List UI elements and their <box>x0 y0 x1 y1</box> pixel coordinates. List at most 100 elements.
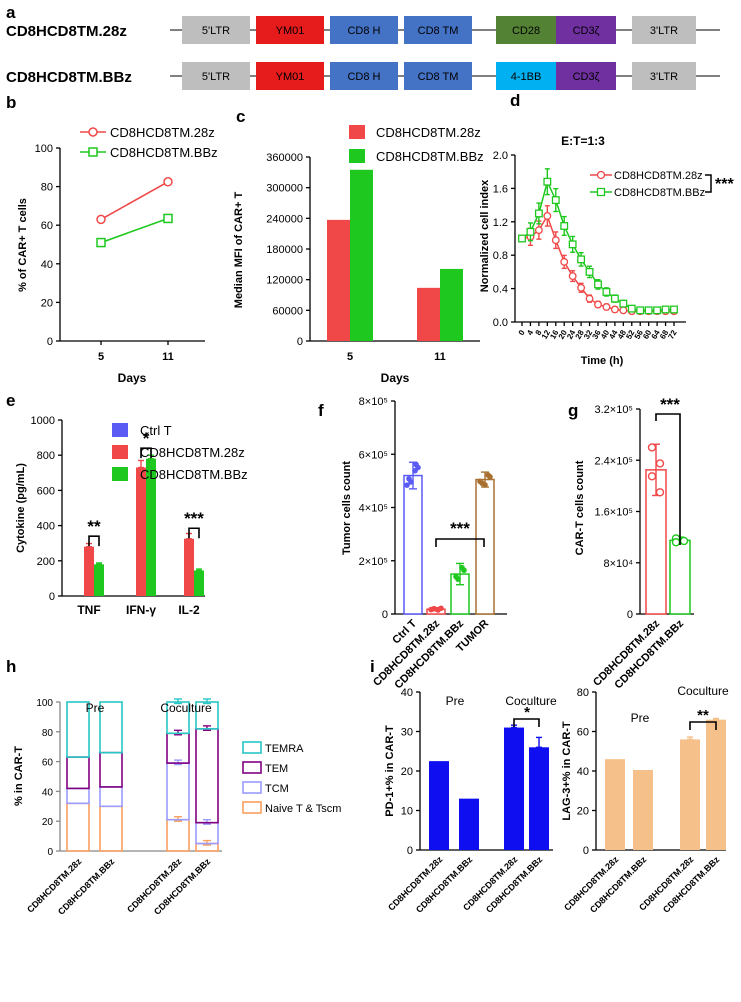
group-label: Pre <box>631 711 650 725</box>
y-tick-label: 1.6×10⁵ <box>594 507 633 519</box>
y-axis-label: % of CAR+ T cells <box>17 198 29 292</box>
significance-bracket <box>655 413 681 545</box>
data-point <box>627 304 636 313</box>
data-point <box>594 300 602 309</box>
data-point <box>610 305 619 314</box>
bar <box>504 727 524 850</box>
construct-name: CD8HCD8TM.28z <box>6 23 127 40</box>
significance-label: *** <box>660 395 680 414</box>
legend-swatch <box>242 801 262 814</box>
y-tick-label: 60 <box>577 727 589 739</box>
y-tick-label: 40 <box>577 766 589 778</box>
y-tick-label: 1000 <box>31 415 55 427</box>
segment-label: 4-1BB <box>511 71 542 83</box>
y-tick-label: 2.0 <box>493 150 508 162</box>
x-tick-label: 8 <box>534 328 544 337</box>
x-axis-label: Days <box>381 371 410 385</box>
x-tick-label: CD8HCD8TM.BBz <box>56 856 117 917</box>
stacked-segment <box>166 762 190 821</box>
y-tick-label: 60 <box>41 220 53 232</box>
stacked-segment <box>99 786 123 808</box>
data-point <box>534 209 543 218</box>
y-tick-label: 0 <box>407 845 413 857</box>
x-tick-label: IL-2 <box>178 603 200 617</box>
y-tick-label: 0 <box>47 336 53 348</box>
segment-label: 5'LTR <box>202 71 230 83</box>
bar <box>633 770 653 850</box>
bar <box>194 570 204 596</box>
legend-marker <box>596 170 606 180</box>
stacked-segment <box>99 751 123 788</box>
y-tick-label: 10 <box>401 806 413 818</box>
y-tick-label: 20 <box>577 806 589 818</box>
y-tick-label: 0 <box>627 609 633 621</box>
replicate-point <box>438 605 444 612</box>
stacked-segment <box>66 701 90 758</box>
series-line <box>100 217 169 244</box>
stacked-segment <box>66 802 90 852</box>
segment-label: CD3ζ <box>573 71 600 83</box>
y-tick-label: 20 <box>42 817 54 828</box>
data-point <box>518 234 526 243</box>
replicate-point <box>647 443 657 452</box>
x-tick-label: CD8HCD8TM.28z <box>25 856 84 915</box>
replicate-point <box>455 576 461 582</box>
series-line <box>521 179 674 312</box>
data-point <box>96 214 106 225</box>
data-point <box>568 240 577 249</box>
y-tick-label: 30 <box>401 727 413 739</box>
data-point <box>163 177 173 187</box>
series-line <box>521 214 674 312</box>
significance-bracket <box>705 174 712 193</box>
construct-segment <box>496 62 556 90</box>
replicate-point <box>404 482 410 488</box>
data-point <box>526 227 535 236</box>
y-tick-label: 100 <box>36 698 53 709</box>
y-tick-label: 1.2 <box>493 217 508 229</box>
replicate-point <box>459 564 465 571</box>
data-point <box>96 237 106 248</box>
significance-bracket <box>188 527 200 539</box>
bar <box>529 747 549 850</box>
y-tick-label: 2×10⁵ <box>359 556 388 568</box>
construct-segment <box>556 62 616 90</box>
bar <box>605 759 625 850</box>
bar <box>146 458 156 596</box>
data-point <box>163 213 173 224</box>
chart-title: E:T=1:3 <box>561 134 605 148</box>
legend-label: CD8HCD8TM.28z <box>614 170 703 182</box>
significance-bracket <box>435 538 485 547</box>
data-point <box>543 177 552 186</box>
data-point <box>670 305 678 314</box>
group-label: Coculture <box>505 694 557 708</box>
data-point <box>577 283 586 292</box>
x-axis-label: Days <box>118 371 147 385</box>
y-tick-label: 0 <box>47 847 53 858</box>
x-tick-label: 4 <box>525 328 535 337</box>
legend-label: CD8HCD8TM.BBz <box>110 145 218 160</box>
bar <box>84 546 94 596</box>
construct-segment <box>256 16 324 44</box>
data-point <box>577 255 586 264</box>
y-tick-label: 80 <box>577 687 589 699</box>
construct-segment <box>330 16 398 44</box>
y-tick-label: 0.8 <box>493 250 508 262</box>
replicate-point <box>485 472 491 478</box>
y-tick-label: 240000 <box>266 213 303 225</box>
stacked-segment <box>166 732 190 764</box>
bar <box>350 169 373 341</box>
legend-label: TCM <box>265 783 289 795</box>
data-point <box>594 280 602 289</box>
replicate-point <box>671 538 681 547</box>
replicate-point <box>679 536 689 546</box>
bar <box>706 719 726 850</box>
legend-label: Ctrl T <box>140 423 172 438</box>
construct-segment <box>556 16 616 44</box>
bar <box>680 739 700 850</box>
x-tick-label: 72 <box>666 328 679 341</box>
data-point <box>534 226 543 235</box>
replicate-point <box>408 479 414 485</box>
significance-label: * <box>143 429 150 448</box>
data-point <box>585 267 594 276</box>
significance-label: *** <box>184 509 204 528</box>
